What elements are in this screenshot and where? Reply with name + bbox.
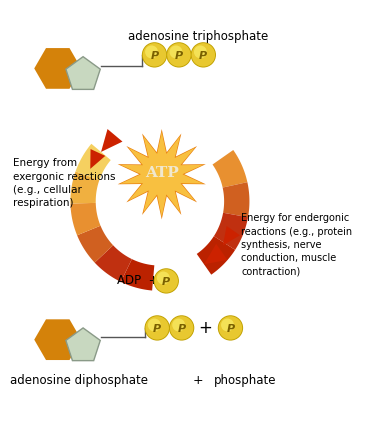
Polygon shape: [121, 259, 154, 291]
Text: P: P: [150, 51, 158, 61]
Polygon shape: [77, 226, 113, 263]
Polygon shape: [34, 319, 81, 360]
Text: P: P: [227, 324, 235, 334]
Polygon shape: [66, 56, 100, 89]
Polygon shape: [90, 149, 105, 169]
Text: ADP  +: ADP +: [116, 274, 158, 288]
Polygon shape: [223, 182, 250, 217]
Text: P: P: [199, 51, 208, 61]
Polygon shape: [120, 132, 203, 217]
Circle shape: [142, 42, 167, 68]
Polygon shape: [70, 172, 100, 203]
Polygon shape: [117, 129, 206, 220]
Text: +: +: [193, 374, 203, 387]
Circle shape: [145, 316, 169, 340]
Text: adenosine diphosphate: adenosine diphosphate: [10, 374, 147, 387]
Polygon shape: [70, 203, 101, 235]
Circle shape: [191, 42, 216, 68]
Circle shape: [170, 316, 193, 340]
Text: ATP: ATP: [145, 166, 179, 180]
Text: P: P: [153, 324, 161, 334]
Circle shape: [166, 42, 191, 68]
Polygon shape: [214, 213, 248, 250]
Circle shape: [145, 45, 158, 58]
Polygon shape: [213, 150, 247, 187]
Polygon shape: [95, 245, 132, 282]
Circle shape: [148, 318, 161, 331]
Text: Energy from
exergonic reactions
(e.g., cellular
respiration): Energy from exergonic reactions (e.g., c…: [12, 158, 115, 208]
Circle shape: [154, 269, 178, 293]
Text: phosphate: phosphate: [214, 374, 276, 387]
Circle shape: [219, 316, 242, 340]
Polygon shape: [223, 226, 240, 245]
Polygon shape: [101, 129, 123, 152]
Circle shape: [157, 271, 170, 285]
Text: P: P: [175, 51, 183, 61]
Circle shape: [145, 315, 170, 341]
Text: P: P: [178, 324, 186, 334]
Circle shape: [167, 43, 191, 67]
Polygon shape: [197, 236, 235, 275]
Polygon shape: [34, 48, 81, 89]
Text: +: +: [198, 319, 212, 337]
Circle shape: [143, 43, 166, 67]
Circle shape: [218, 315, 243, 341]
Polygon shape: [75, 144, 111, 180]
Circle shape: [221, 318, 234, 331]
Circle shape: [169, 315, 194, 341]
Text: Energy for endergonic
reactions (e.g., protein
synthesis, nerve
conduction, musc: Energy for endergonic reactions (e.g., p…: [241, 213, 352, 276]
Circle shape: [172, 318, 185, 331]
Text: adenosine triphosphate: adenosine triphosphate: [128, 30, 268, 42]
Polygon shape: [66, 328, 100, 361]
Polygon shape: [123, 134, 201, 214]
Circle shape: [169, 45, 182, 58]
Text: P: P: [162, 277, 170, 287]
Circle shape: [191, 43, 215, 67]
Circle shape: [154, 268, 179, 294]
Circle shape: [194, 45, 207, 58]
Polygon shape: [204, 244, 227, 265]
